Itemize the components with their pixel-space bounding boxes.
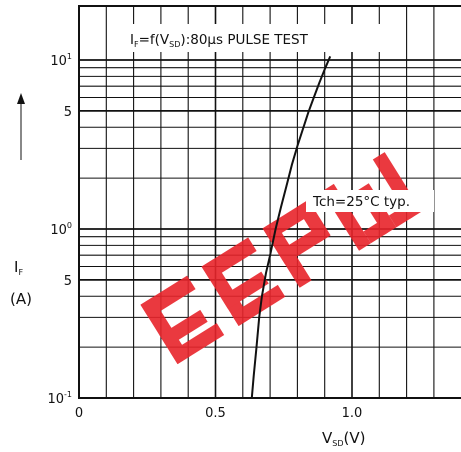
temperature-annotation: Tch=25°C typ. <box>312 194 410 210</box>
x-axis-label: VSD(V) <box>322 429 365 448</box>
x-tick-label: 0 <box>75 406 83 421</box>
y-axis-label: IF <box>14 258 23 277</box>
y-axis-arrow-head <box>17 93 25 104</box>
series-layer <box>250 56 332 399</box>
x-tick-label: 0.5 <box>205 406 226 421</box>
y-tick-label: 5 <box>64 105 72 120</box>
series-curve <box>250 56 332 399</box>
x-tick-label: 1.0 <box>342 406 363 421</box>
title-backdrop <box>118 24 386 52</box>
tick-labels: 0 0.5 1.0 101 5 100 5 10-1 <box>47 52 362 421</box>
chart-title: IF=f(VSD):80µs PULSE TEST <box>130 32 309 49</box>
y-tick-label: 5 <box>64 274 72 289</box>
y-axis-unit: (A) <box>10 290 32 308</box>
y-tick-label: 100 <box>50 221 72 238</box>
y-tick-label: 10-1 <box>47 390 72 407</box>
annotation-backdrop <box>306 190 434 212</box>
y-tick-label: 101 <box>50 52 72 69</box>
watermark-logo <box>140 152 422 365</box>
